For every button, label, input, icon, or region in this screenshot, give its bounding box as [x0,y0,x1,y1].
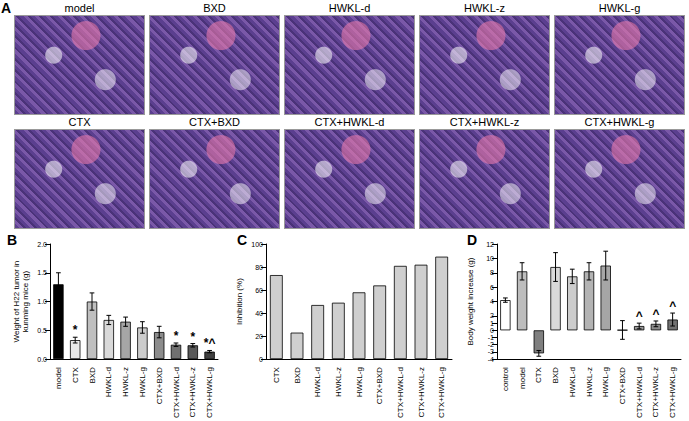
svg-text:HWKL-g: HWKL-g [355,367,364,397]
html-text:HWKL-z: HWKL-z [464,2,505,14]
svg-text:HWKL-g: HWKL-g [138,367,147,397]
svg-text:model: model [518,367,527,389]
svg-text:HWKL-g: HWKL-g [601,367,610,397]
svg-text:2: 2 [490,312,494,319]
svg-text:1.5: 1.5 [37,269,47,276]
svg-text:BXD: BXD [293,367,302,384]
svg-text:Inhibition (%): Inhibition (%) [235,278,244,325]
svg-text:*^: *^ [204,336,216,350]
svg-text:CTX: CTX [272,366,281,383]
svg-text:CTX+HWKL-g: CTX+HWKL-g [437,367,446,418]
svg-text:C: C [237,232,247,248]
svg-text:CTX+HWKL-z: CTX+HWKL-z [188,367,197,417]
svg-text:60: 60 [255,287,263,294]
svg-text:40: 40 [255,310,263,317]
svg-text:model: model [54,367,63,389]
html-text:CTX+BXD: CTX+BXD [189,116,240,128]
html-text:CTX+HWKL-z: CTX+HWKL-z [449,116,520,128]
html-text:CTX: CTX [68,116,91,128]
svg-text:-2: -2 [488,341,494,348]
svg-text:12: 12 [486,241,494,248]
svg-text:CTX+BXD: CTX+BXD [155,367,164,404]
html-text:CTX+HWKL-g: CTX+HWKL-g [584,116,655,128]
svg-text:0.5: 0.5 [37,327,47,334]
svg-text:CTX+BXD: CTX+BXD [375,367,384,404]
svg-text:^: ^ [636,309,643,323]
svg-text:CTX+BXD: CTX+BXD [618,367,627,404]
svg-text:CTX+HWKL-z: CTX+HWKL-z [651,367,660,417]
svg-text:control: control [501,367,510,391]
svg-text:CTX+HWKL-g: CTX+HWKL-g [205,367,214,418]
svg-text:CTX: CTX [71,366,80,383]
svg-text:^: ^ [652,307,659,321]
svg-text:4: 4 [490,298,494,305]
html-text:HWKL-g: HWKL-g [598,2,641,14]
html-text:A: A [1,0,12,16]
html-text:HWKL-d: HWKL-d [328,2,371,14]
svg-text:Weight of H22 tumor in: Weight of H22 tumor in [12,261,21,343]
svg-text:-3: -3 [488,348,494,355]
svg-text:-1: -1 [488,334,494,341]
svg-text:CTX+HWKL-z: CTX+HWKL-z [417,367,426,417]
svg-text:2.0: 2.0 [37,241,47,248]
svg-text:CTX+HWKL-d: CTX+HWKL-d [635,367,644,418]
svg-text:HWKL-z: HWKL-z [334,367,343,397]
html-text:model: model [64,2,95,14]
svg-text:HWKL-d: HWKL-d [313,367,322,397]
svg-text:CTX: CTX [534,366,543,383]
svg-text:CTX+HWKL-g: CTX+HWKL-g [668,367,677,418]
html-text:BXD: BXD [203,2,226,14]
svg-text:0: 0 [259,356,263,363]
svg-text:0.0: 0.0 [37,356,47,363]
svg-text:*: * [190,330,195,344]
svg-text:HWKL-d: HWKL-d [568,367,577,397]
svg-text:*: * [174,329,179,343]
svg-text:1: 1 [490,320,494,327]
svg-text:CTX+HWKL-d: CTX+HWKL-d [396,367,405,418]
svg-text:HWKL-d: HWKL-d [104,367,113,397]
html-text:CTX+HWKL-d: CTX+HWKL-d [314,116,385,128]
svg-text:HWKL-z: HWKL-z [585,367,594,397]
svg-text:0: 0 [490,327,494,334]
svg-text:kunming mice (g): kunming mice (g) [21,271,30,333]
svg-text:D: D [467,232,477,248]
svg-text:6: 6 [490,284,494,291]
svg-text:Body weight increase (g): Body weight increase (g) [466,257,475,345]
svg-text:BXD: BXD [551,367,560,384]
svg-text:20: 20 [255,333,263,340]
svg-text:HWKL-z: HWKL-z [121,367,130,397]
svg-text:1.0: 1.0 [37,298,47,305]
svg-text:80: 80 [255,264,263,271]
svg-text:*: * [73,323,78,337]
svg-text:-4: -4 [488,356,494,363]
svg-text:10: 10 [486,255,494,262]
svg-text:^: ^ [669,299,676,313]
svg-text:8: 8 [490,269,494,276]
svg-text:100: 100 [251,241,263,248]
svg-text:BXD: BXD [88,367,97,384]
svg-text:B: B [7,232,17,248]
svg-text:CTX+HWKL-d: CTX+HWKL-d [172,367,181,418]
